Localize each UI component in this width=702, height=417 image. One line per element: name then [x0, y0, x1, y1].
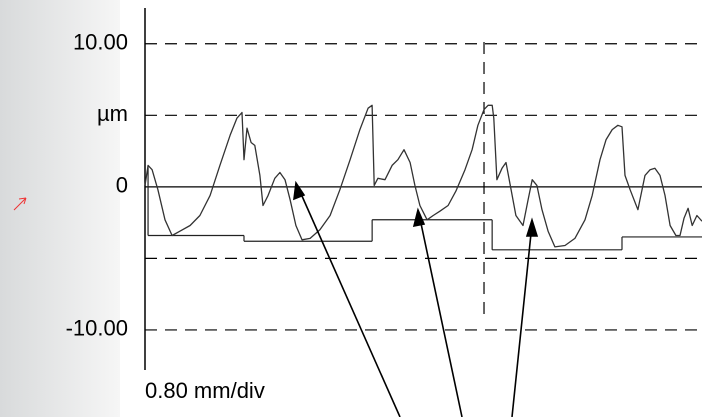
plot-background: [120, 0, 702, 417]
annotation-arrows: [293, 180, 539, 417]
y-tick-label: -10.00: [66, 316, 128, 341]
y-tick-label: µm: [97, 101, 128, 126]
y-tick-label: 0: [116, 173, 128, 198]
x-axis-label: 0.80 mm/div: [145, 378, 265, 403]
profile-line: [144, 104, 702, 248]
y-tick-label: 10.00: [73, 30, 128, 55]
red-arrow: [13, 197, 27, 211]
background-photo: [0, 0, 120, 417]
